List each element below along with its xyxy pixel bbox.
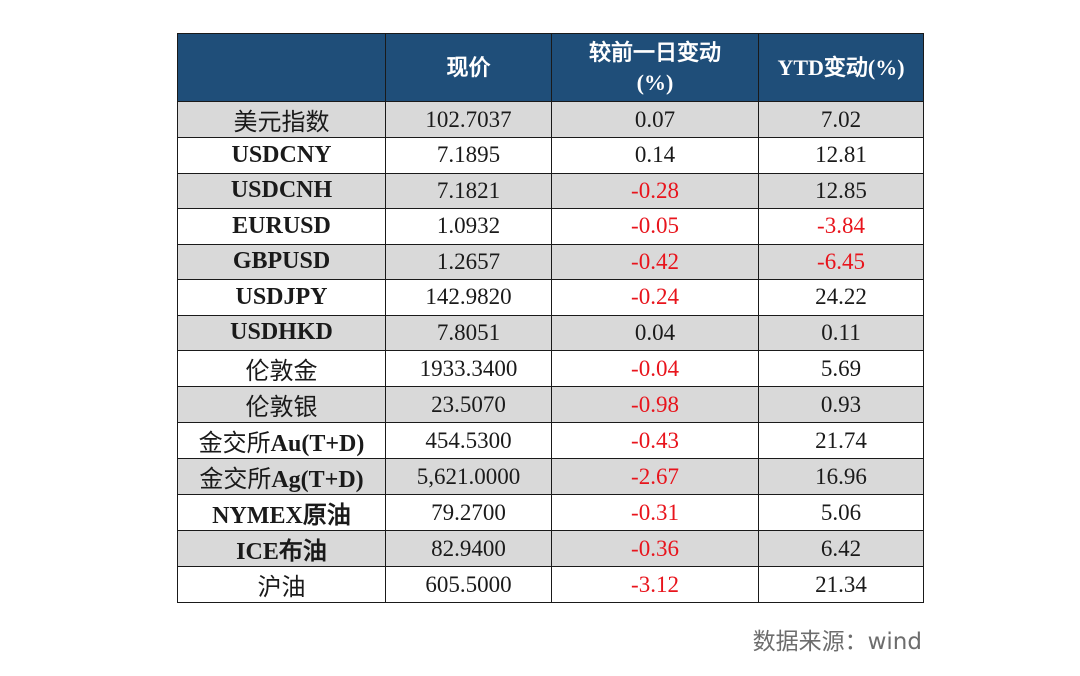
cell-instrument-name: ICE布油 — [177, 530, 386, 567]
header-day-change-column: 较前一日变动 (%) — [551, 33, 759, 102]
cell-instrument-name: 沪油 — [177, 566, 386, 603]
cell-price: 23.5070 — [385, 386, 552, 423]
cell-day-change: 0.04 — [551, 314, 759, 351]
cell-ytd-change: 7.02 — [758, 101, 924, 138]
cell-price: 454.5300 — [385, 422, 552, 459]
cell-day-change: -0.43 — [551, 422, 759, 459]
cell-day-change: -0.36 — [551, 530, 759, 567]
header-row: 现价 较前一日变动 (%) YTD变动(%) — [177, 33, 924, 102]
cell-price: 142.9820 — [385, 279, 552, 316]
cell-instrument-name: USDCNH — [177, 172, 386, 209]
cell-price: 82.9400 — [385, 530, 552, 567]
fx-commodity-table-container: 现价 较前一日变动 (%) YTD变动(%) 美元指数 102.7037 0.07 7… — [177, 33, 924, 603]
cell-instrument-name: EURUSD — [177, 208, 386, 245]
cell-instrument-name: GBPUSD — [177, 243, 386, 280]
table-row: 伦敦金 1933.3400 -0.04 5.69 — [177, 350, 924, 387]
cell-ytd-change: 24.22 — [758, 279, 924, 316]
cell-price: 1933.3400 — [385, 350, 552, 387]
fx-commodity-table: 现价 较前一日变动 (%) YTD变动(%) 美元指数 102.7037 0.07 7… — [177, 33, 924, 603]
cell-price: 7.1895 — [385, 137, 552, 174]
table-row: NYMEX原油 79.2700 -0.31 5.06 — [177, 494, 924, 531]
table-row: USDHKD 7.8051 0.04 0.11 — [177, 314, 924, 351]
cell-day-change: -0.42 — [551, 243, 759, 280]
data-source-note: 数据来源：wind — [752, 629, 922, 655]
table-row: 金交所Au(T+D) 454.5300 -0.43 21.74 — [177, 422, 924, 459]
cell-price: 5,621.0000 — [385, 458, 552, 495]
cell-ytd-change: 5.69 — [758, 350, 924, 387]
cell-day-change: -0.28 — [551, 172, 759, 209]
cell-day-change: -3.12 — [551, 566, 759, 603]
table-row: 金交所Ag(T+D) 5,621.0000 -2.67 16.96 — [177, 458, 924, 495]
header-day-change-unit: (%) — [636, 69, 674, 95]
cell-ytd-change: -6.45 — [758, 243, 924, 280]
cell-ytd-change: -3.84 — [758, 208, 924, 245]
cell-day-change: 0.14 — [551, 137, 759, 174]
cell-price: 7.8051 — [385, 314, 552, 351]
cell-day-change: -0.05 — [551, 208, 759, 245]
cell-price: 79.2700 — [385, 494, 552, 531]
cell-instrument-name: USDHKD — [177, 314, 386, 351]
table-row: 沪油 605.5000 -3.12 21.34 — [177, 566, 924, 603]
cell-price: 605.5000 — [385, 566, 552, 603]
cell-ytd-change: 0.93 — [758, 386, 924, 423]
table-row: GBPUSD 1.2657 -0.42 -6.45 — [177, 243, 924, 280]
cell-instrument-name: 美元指数 — [177, 101, 386, 138]
table-body: 美元指数 102.7037 0.07 7.02 USDCNY 7.1895 0.14 12.8… — [177, 101, 924, 603]
header-name-column — [177, 33, 386, 102]
cell-ytd-change: 0.11 — [758, 314, 924, 351]
cell-day-change: 0.07 — [551, 101, 759, 138]
table-row: 伦敦银 23.5070 -0.98 0.93 — [177, 386, 924, 423]
table-row: ICE布油 82.9400 -0.36 6.42 — [177, 530, 924, 567]
cell-day-change: -2.67 — [551, 458, 759, 495]
table-row: EURUSD 1.0932 -0.05 -3.84 — [177, 208, 924, 245]
header-ytd-change-column: YTD变动(%) — [758, 33, 924, 102]
table-row: 美元指数 102.7037 0.07 7.02 — [177, 101, 924, 138]
cell-price: 1.2657 — [385, 243, 552, 280]
cell-ytd-change: 16.96 — [758, 458, 924, 495]
cell-day-change: -0.31 — [551, 494, 759, 531]
table-row: USDCNH 7.1821 -0.28 12.85 — [177, 172, 924, 209]
header-price-column: 现价 — [385, 33, 552, 102]
table-header: 现价 较前一日变动 (%) YTD变动(%) — [177, 33, 924, 102]
cell-price: 7.1821 — [385, 172, 552, 209]
cell-instrument-name: NYMEX原油 — [177, 494, 386, 531]
cell-instrument-name: 伦敦金 — [177, 350, 386, 387]
cell-instrument-name: USDJPY — [177, 279, 386, 316]
cell-ytd-change: 21.34 — [758, 566, 924, 603]
cell-ytd-change: 6.42 — [758, 530, 924, 567]
cell-instrument-name: 金交所Ag(T+D) — [177, 458, 386, 495]
cell-day-change: -0.04 — [551, 350, 759, 387]
header-day-change-label: 较前一日变动 — [588, 39, 721, 65]
cell-instrument-name: 伦敦银 — [177, 386, 386, 423]
table-row: USDCNY 7.1895 0.14 12.81 — [177, 137, 924, 174]
cell-ytd-change: 12.85 — [758, 172, 924, 209]
cell-ytd-change: 21.74 — [758, 422, 924, 459]
cell-instrument-name: USDCNY — [177, 137, 386, 174]
cell-day-change: -0.24 — [551, 279, 759, 316]
cell-ytd-change: 5.06 — [758, 494, 924, 531]
cell-price: 102.7037 — [385, 101, 552, 138]
cell-day-change: -0.98 — [551, 386, 759, 423]
cell-ytd-change: 12.81 — [758, 137, 924, 174]
table-row: USDJPY 142.9820 -0.24 24.22 — [177, 279, 924, 316]
cell-price: 1.0932 — [385, 208, 552, 245]
cell-instrument-name: 金交所Au(T+D) — [177, 422, 386, 459]
